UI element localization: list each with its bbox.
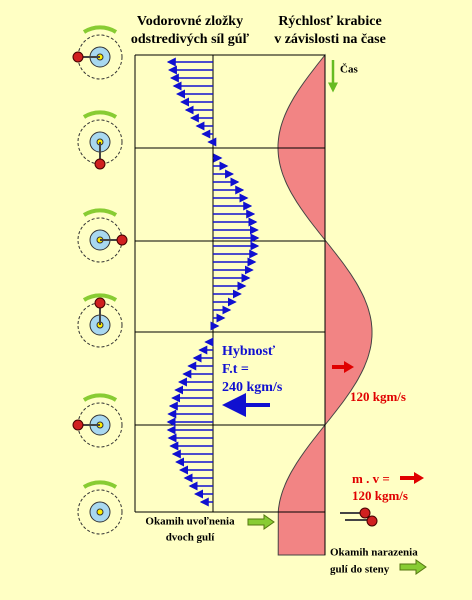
ball — [94, 158, 106, 170]
rotation-arrow — [82, 208, 118, 217]
ball — [72, 51, 84, 63]
momentum-label: F.t = — [222, 362, 249, 377]
release-label: dvoch gulí — [166, 532, 216, 544]
orbit — [77, 119, 123, 165]
box-balls — [340, 507, 378, 527]
ball — [72, 419, 84, 431]
grid — [134, 54, 325, 513]
final-momentum: m . v = — [352, 471, 390, 486]
right-title: Rýchlosť krabice — [278, 14, 381, 29]
rotation-arrow — [82, 25, 118, 34]
green-arrow — [399, 559, 427, 575]
time-label: Čas — [340, 63, 358, 76]
left-title: Vodorovné zložky — [137, 14, 243, 29]
rotation-arrow — [82, 293, 118, 302]
orbit — [77, 34, 123, 80]
release-label: Okamih uvoľnenia — [145, 516, 235, 528]
red-arrow — [400, 472, 424, 484]
velocity-curve — [277, 53, 373, 556]
momentum-label: Hybnosť — [222, 344, 276, 359]
green-arrow — [247, 514, 275, 530]
force-arrows — [166, 57, 260, 507]
rotation-arrow — [82, 393, 118, 402]
orbit — [77, 402, 123, 448]
velocity-momentum: 120 kgm/s — [350, 389, 406, 404]
right-title: v závislosti na čase — [274, 32, 386, 47]
impact-label: gulí do steny — [330, 564, 390, 576]
axle — [96, 508, 104, 516]
ball-icons — [72, 25, 128, 535]
rotation-arrow — [82, 480, 118, 489]
rotation-arrow — [82, 110, 118, 119]
momentum-label: 240 kgm/s — [222, 380, 283, 395]
ball — [94, 297, 106, 309]
final-momentum: 120 kgm/s — [352, 488, 408, 503]
orbit — [77, 302, 123, 348]
left-title: odstredivých síl gúľ — [131, 32, 250, 47]
ball — [116, 234, 128, 246]
orbit — [77, 489, 123, 535]
impact-label: Okamih narazenia — [330, 547, 418, 559]
red-arrow — [332, 361, 354, 373]
